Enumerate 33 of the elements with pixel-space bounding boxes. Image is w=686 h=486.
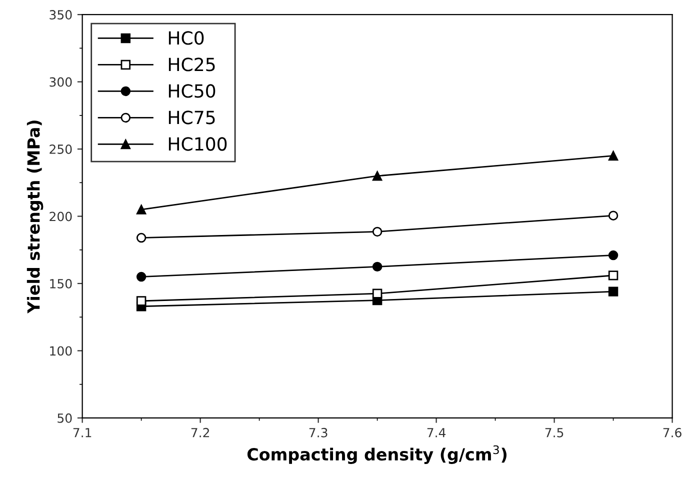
x-tick-label: 7.4 [427, 428, 446, 438]
point [372, 226, 382, 237]
point [608, 210, 618, 220]
x-tick-label: 7.1 [73, 428, 92, 438]
point [136, 204, 146, 214]
point [608, 250, 618, 260]
y-tick-label: 50 [58, 413, 72, 423]
point [608, 286, 618, 296]
y-tick-label: 250 [50, 144, 72, 154]
point [136, 296, 146, 306]
point [372, 171, 382, 181]
y-tick-label: 100 [50, 346, 72, 356]
y-axis-title: Yield strength (MPa) [26, 120, 44, 314]
x-tick-label: 7.5 [545, 428, 564, 438]
legend-label: HC0 [168, 31, 204, 45]
y-tick-label: 300 [50, 77, 72, 87]
legend-label: HC100 [168, 137, 227, 151]
point [136, 232, 146, 243]
x-tick-label: 7.2 [191, 428, 209, 438]
point [372, 288, 382, 298]
legend-label: HC75 [168, 110, 215, 124]
legend-label: HC25 [168, 58, 215, 72]
x-tick-label: 7.3 [309, 428, 328, 438]
y-tick-label: 200 [50, 212, 72, 222]
x-tick-label: 7.6 [663, 428, 682, 438]
point [136, 272, 146, 282]
point [372, 262, 382, 272]
y-tick-label: 350 [50, 10, 72, 20]
point [608, 270, 618, 280]
point [608, 150, 618, 161]
legend-label: HC50 [168, 84, 216, 98]
x-axis-title: Compacting density (g/cm$^{3}$) [247, 445, 506, 464]
y-tick-label: 150 [50, 278, 72, 288]
